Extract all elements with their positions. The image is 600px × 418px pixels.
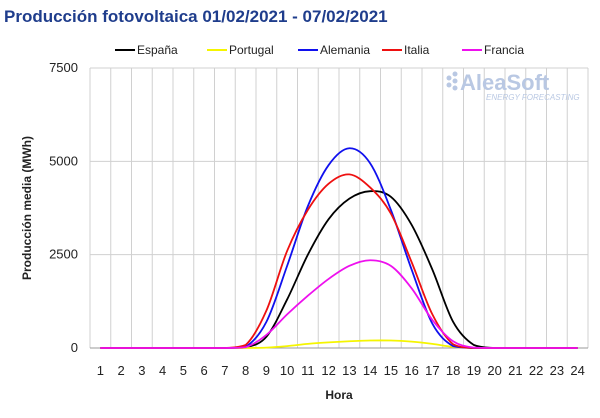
x-tick-label: 6 (201, 363, 208, 378)
x-tick-label: 12 (321, 363, 335, 378)
legend-label: Italia (404, 43, 430, 57)
legend-label: España (137, 43, 178, 57)
series-line-francia (100, 259, 578, 349)
x-tick-label: 19 (467, 363, 481, 378)
x-tick-label: 3 (138, 363, 145, 378)
y-tick-label: 5000 (49, 153, 78, 168)
watermark-logo: AleaSoft ENERGY FORECASTING (446, 70, 580, 102)
x-tick-labels: 1 2 3 4 5 6 7 8 9 10 11 12 13 14 15 16 17 18 19 20 21 22 23 24 (97, 363, 585, 378)
y-tick-labels: 0 2500 5000 7500 (49, 60, 78, 355)
y-tick-label: 2500 (49, 247, 78, 262)
y-tick-label: 0 (71, 340, 78, 355)
x-tick-label: 5 (180, 363, 187, 378)
x-axis-label: Hora (325, 388, 353, 402)
y-axis-label: Producción media (MWh) (20, 136, 34, 280)
x-tick-label: 2 (118, 363, 125, 378)
logo-name: AleaSoft (460, 70, 550, 95)
x-tick-label: 16 (404, 363, 418, 378)
x-tick-label: 24 (570, 363, 584, 378)
x-tick-label: 23 (550, 363, 564, 378)
x-tick-label: 1 (97, 363, 104, 378)
x-tick-label: 7 (221, 363, 228, 378)
legend-label: Francia (484, 43, 524, 57)
x-tick-label: 11 (301, 363, 315, 378)
legend-label: Alemania (320, 43, 370, 57)
x-tick-label: 15 (384, 363, 398, 378)
chart-title: Producción fotovoltaica 01/02/2021 - 07/… (4, 7, 388, 26)
logo-dots-icon (446, 71, 458, 91)
x-tick-label: 4 (159, 363, 166, 378)
series-lines (100, 147, 578, 349)
legend: España Portugal Alemania Italia Francia (115, 43, 524, 57)
x-tick-label: 22 (529, 363, 543, 378)
y-tick-label: 7500 (49, 60, 78, 75)
x-tick-label: 9 (263, 363, 270, 378)
legend-label: Portugal (229, 43, 274, 57)
x-tick-label: 18 (446, 363, 460, 378)
x-tick-label: 10 (280, 363, 294, 378)
x-tick-label: 21 (508, 363, 522, 378)
x-tick-label: 14 (363, 363, 377, 378)
x-tick-label: 8 (242, 363, 249, 378)
x-tick-label: 20 (487, 363, 501, 378)
logo-tagline: ENERGY FORECASTING (486, 93, 580, 102)
x-tick-label: 13 (342, 363, 356, 378)
x-tick-label: 17 (425, 363, 439, 378)
